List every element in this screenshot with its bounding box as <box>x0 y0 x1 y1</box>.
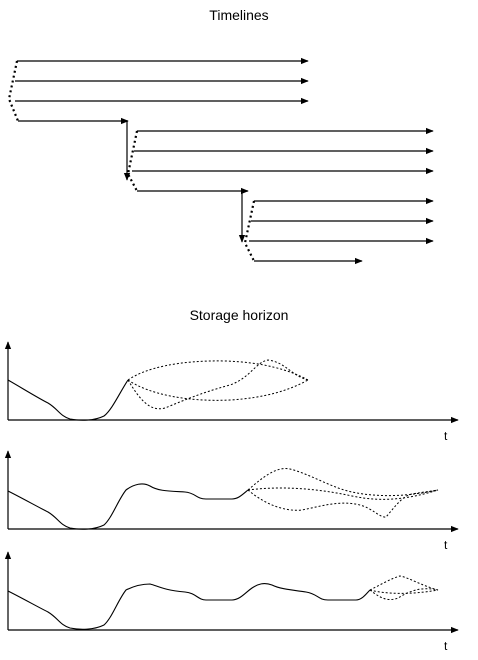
forecast-paths <box>369 575 439 601</box>
timeline-group-3 <box>243 197 434 265</box>
storage-curve <box>7 483 249 530</box>
storage-panel-1: t <box>4 341 459 443</box>
timelines-diagram <box>7 57 434 265</box>
x-axis-label: t <box>444 538 448 552</box>
x-axis-label: t <box>444 429 448 443</box>
storage-panel-2: t <box>4 450 459 552</box>
forecast-paths <box>247 468 439 518</box>
storage-horizon-title: Storage horizon <box>189 307 289 323</box>
x-axis-label: t <box>444 639 448 653</box>
forecast-paths <box>127 359 309 410</box>
timelines-title: Timelines <box>209 7 269 23</box>
branch-dots <box>7 60 20 122</box>
branch-dots <box>243 200 256 262</box>
branch-dots <box>126 130 139 192</box>
storage-curve <box>7 379 129 421</box>
timeline-group-1 <box>7 57 309 125</box>
timeline-group-2 <box>126 127 434 195</box>
storage-panel-3: t <box>4 551 459 653</box>
storage-curve <box>7 583 371 630</box>
